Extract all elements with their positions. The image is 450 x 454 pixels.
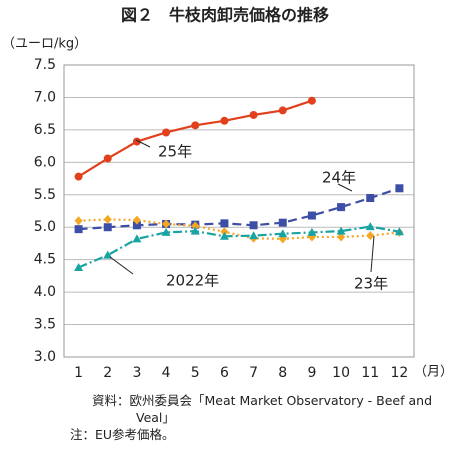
x-tick-label: 6 xyxy=(220,365,229,381)
x-unit: （月） xyxy=(414,365,450,380)
marker xyxy=(132,221,141,230)
y-tick-label: 6.5 xyxy=(34,122,56,138)
x-tick-label: 7 xyxy=(249,365,258,381)
marker xyxy=(365,222,375,231)
marker xyxy=(366,231,375,241)
series-line xyxy=(78,187,400,231)
marker xyxy=(74,262,84,271)
x-tick-label: 3 xyxy=(132,365,141,381)
x-tick-label: 10 xyxy=(332,365,350,381)
marker xyxy=(278,218,287,227)
marker xyxy=(307,227,317,236)
marker xyxy=(395,184,404,193)
note: 資料：欧州委員会「Meat Market Observatory - Beef … xyxy=(92,393,433,425)
marker xyxy=(74,225,83,234)
y-tick-label: 5.5 xyxy=(34,187,56,203)
marker xyxy=(74,172,83,181)
chart: 図２ 牛枝肉卸売価格の推移 （ユーロ/kg） （月） 3.0 3.5 4.0 4.5 5… xyxy=(2,6,450,382)
y-tick-label: 6.0 xyxy=(34,154,56,170)
y-tick-label: 5.0 xyxy=(34,219,56,235)
marker xyxy=(307,96,316,105)
marker xyxy=(278,229,288,238)
y-tick-label: 3.0 xyxy=(34,349,56,365)
marker xyxy=(103,223,112,232)
x-tick-label: 1 xyxy=(74,365,83,381)
notes: 資料：欧州委員会「Meat Market Observatory - Beef … xyxy=(0,392,450,443)
marker xyxy=(162,128,171,137)
marker xyxy=(249,110,258,119)
chart-title: 図２ 牛枝肉卸売価格の推移 xyxy=(121,6,329,25)
x-tick-label: 8 xyxy=(278,365,287,381)
y-tick-label: 7.5 xyxy=(34,57,56,73)
marker xyxy=(74,216,83,226)
marker xyxy=(191,121,200,130)
marker xyxy=(162,219,171,229)
series-line xyxy=(78,99,313,178)
series-line xyxy=(78,218,400,241)
marker xyxy=(278,106,287,115)
leader-line xyxy=(370,235,375,273)
marker xyxy=(249,231,259,240)
x-tick-label: 2 xyxy=(103,365,112,381)
x-tick-label: 9 xyxy=(307,365,316,381)
leader-line xyxy=(109,256,134,275)
series-label: 23年 xyxy=(354,275,388,293)
plot-frame xyxy=(63,64,415,358)
marker xyxy=(103,154,112,163)
marker xyxy=(191,221,200,231)
marker xyxy=(132,215,141,225)
marker xyxy=(394,227,404,236)
marker xyxy=(132,234,142,243)
marker xyxy=(219,231,229,240)
marker xyxy=(132,137,141,146)
marker xyxy=(249,221,258,230)
leader-line xyxy=(135,139,151,148)
y-unit: （ユーロ/kg） xyxy=(2,37,87,52)
y-tick-label: 3.5 xyxy=(34,317,56,333)
marker xyxy=(307,211,316,220)
marker xyxy=(103,250,113,259)
y-tick-label: 7.0 xyxy=(34,89,56,105)
marker xyxy=(220,227,229,237)
leader-line xyxy=(337,183,353,192)
x-tick-label: 11 xyxy=(361,365,379,381)
marker xyxy=(190,226,200,235)
series-label: 24年 xyxy=(322,169,356,187)
x-tick-label: 12 xyxy=(391,365,409,381)
series-label: 2022年 xyxy=(166,272,219,290)
marker xyxy=(220,219,229,228)
series-line xyxy=(78,225,400,269)
marker xyxy=(337,232,346,242)
marker xyxy=(366,194,375,203)
note: 注：EU参考価格。 xyxy=(70,427,175,442)
y-tick-label: 4.5 xyxy=(34,252,56,268)
marker xyxy=(220,116,229,125)
x-tick-label: 4 xyxy=(162,365,171,381)
y-tick-label: 4.0 xyxy=(34,284,56,300)
marker xyxy=(336,226,346,235)
marker xyxy=(161,227,171,236)
series-label: 25年 xyxy=(158,143,192,161)
marker xyxy=(337,203,346,212)
x-tick-label: 5 xyxy=(191,365,200,381)
marker xyxy=(103,214,112,224)
